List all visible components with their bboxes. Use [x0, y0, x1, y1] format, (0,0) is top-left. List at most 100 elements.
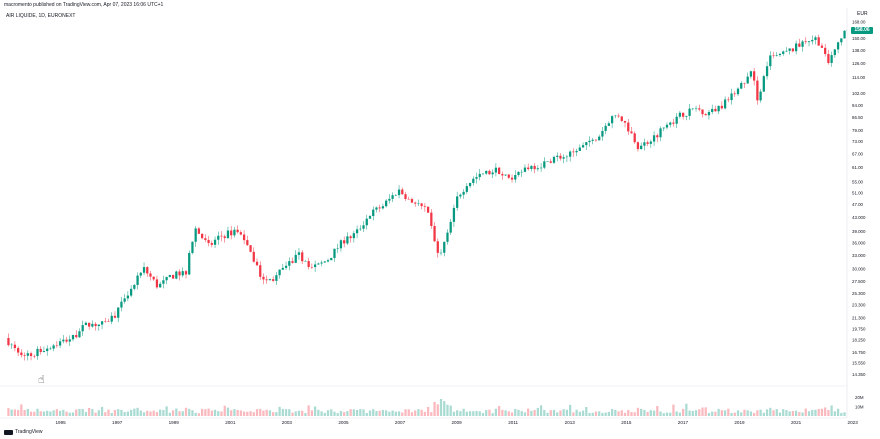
candle-body	[462, 191, 465, 195]
volume-bar	[707, 413, 711, 416]
volume-bar	[575, 409, 578, 416]
volume-bar	[291, 412, 294, 416]
candle-body	[765, 66, 769, 77]
volume-bar	[7, 408, 10, 416]
volume-bar	[146, 410, 149, 416]
candle-body	[255, 261, 259, 266]
volume-bar	[746, 410, 749, 416]
candle-body	[359, 228, 362, 230]
volume-bar	[226, 407, 230, 416]
candle-body	[830, 55, 833, 63]
candle-body	[133, 284, 136, 289]
volume-bar	[407, 409, 410, 416]
candle-body	[113, 315, 117, 318]
candle-body	[268, 279, 272, 281]
volume-bar	[313, 406, 317, 416]
volume-bar	[765, 409, 769, 416]
candle-body	[129, 288, 133, 296]
candle-body	[326, 260, 330, 262]
volume-bar	[336, 413, 339, 416]
volume-bar	[501, 409, 504, 416]
volume-bar	[701, 407, 704, 416]
volume-bar	[365, 413, 368, 416]
candle-body	[233, 229, 236, 236]
candle-body	[475, 177, 478, 179]
candle-body	[581, 145, 585, 148]
candle-body	[672, 122, 675, 124]
volume-bar	[804, 408, 807, 416]
volume-bar	[523, 412, 527, 416]
candle-body	[433, 225, 436, 242]
candle-body	[178, 271, 181, 276]
volume-bar	[459, 411, 462, 416]
candle-body	[756, 80, 759, 101]
tradingview-logo[interactable]: TradingView	[4, 429, 43, 435]
volume-bar	[42, 411, 46, 416]
candle-body	[478, 173, 481, 178]
candle-body	[355, 229, 359, 234]
volume-bar	[152, 410, 155, 416]
volume-bar	[29, 411, 33, 416]
volume-bar	[91, 409, 94, 416]
volume-bar	[536, 407, 539, 416]
candle-body	[378, 207, 381, 209]
candle-body	[807, 41, 811, 43]
volume-bar	[817, 408, 820, 416]
y-tick-label-17: 36.000	[852, 240, 866, 245]
volume-bar	[820, 408, 824, 416]
volume-bar	[352, 409, 355, 416]
volume-bar	[665, 412, 669, 416]
volume-bar	[394, 411, 397, 416]
candle-body	[485, 170, 488, 174]
candle-body	[333, 248, 336, 258]
volume-bar	[827, 410, 830, 416]
volume-bar	[159, 409, 162, 416]
candle-body	[291, 261, 294, 263]
volume-bar	[246, 411, 249, 416]
volume-bar	[436, 404, 439, 416]
candle-body	[569, 151, 572, 157]
candle-body	[688, 108, 691, 116]
candle-body	[294, 254, 297, 263]
candle-body	[275, 275, 278, 281]
volume-bar	[782, 409, 785, 416]
candle-body	[575, 150, 578, 153]
volume-bar	[630, 412, 633, 416]
candle-body	[346, 236, 349, 244]
candle-body	[517, 171, 520, 176]
volume-bar	[375, 411, 378, 416]
volume-bar	[385, 410, 388, 416]
volume-bar	[368, 410, 372, 416]
candle-body	[769, 55, 772, 67]
candle-body	[317, 263, 320, 265]
volume-bar	[197, 413, 201, 416]
volume-bar	[785, 410, 788, 416]
candle-body	[723, 99, 727, 109]
volume-bar	[397, 411, 401, 416]
candle-body	[16, 348, 20, 353]
candle-body	[368, 216, 372, 219]
candle-body	[423, 206, 427, 207]
y-tick-label-18: 33.000	[852, 253, 866, 258]
x-tick-label-2: 1999	[169, 420, 180, 425]
volume-bar	[20, 404, 23, 416]
x-tick-label-7: 2009	[452, 420, 463, 425]
volume-bar	[798, 412, 801, 416]
volume-bar	[23, 409, 26, 416]
volume-bar	[323, 412, 326, 416]
y-tick-label-20: 27.500	[852, 279, 866, 284]
volume-bar	[443, 401, 446, 416]
candle-body	[46, 348, 49, 352]
volume-bar	[75, 409, 78, 416]
candle-body	[388, 198, 391, 201]
candle-body	[452, 207, 456, 222]
volume-bar	[591, 412, 594, 416]
volume-bar	[217, 411, 220, 416]
volume-bar	[262, 410, 265, 416]
volume-bar	[113, 409, 117, 416]
volume-bar	[207, 408, 210, 416]
volume-bar	[304, 412, 307, 416]
volume-axis: 20M 10M	[855, 395, 864, 409]
candle-body	[824, 47, 827, 55]
